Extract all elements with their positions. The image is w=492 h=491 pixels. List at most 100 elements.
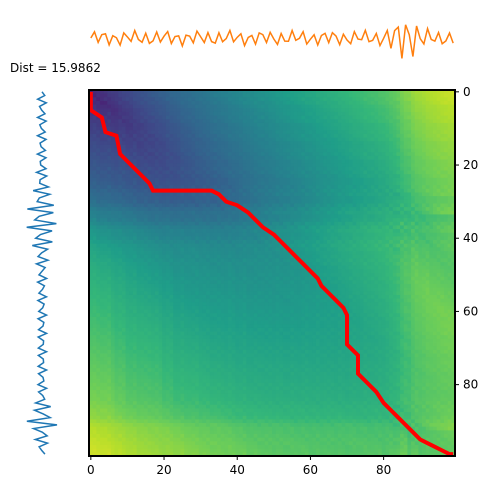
heatmap-cell xyxy=(403,207,408,212)
heatmap-cell xyxy=(220,265,225,270)
heatmap-cell xyxy=(334,163,339,168)
heatmap-cell xyxy=(228,214,233,219)
heatmap-cell xyxy=(304,236,309,241)
heatmap-cell xyxy=(319,240,324,245)
heatmap-cell xyxy=(272,130,277,135)
heatmap-cell xyxy=(110,144,116,149)
heatmap-cell xyxy=(110,119,116,124)
heatmap-cell xyxy=(89,122,94,127)
heatmap-cell xyxy=(319,122,324,127)
heatmap-cell xyxy=(169,258,174,263)
heatmap-cell xyxy=(301,265,306,270)
heatmap-cell xyxy=(381,218,386,223)
heatmap-cell xyxy=(147,159,152,164)
heatmap-cell xyxy=(202,148,207,153)
heatmap-cell xyxy=(319,108,324,113)
heatmap-cell xyxy=(275,214,280,219)
heatmap-cell xyxy=(330,104,335,109)
heatmap-cell xyxy=(374,240,379,245)
heatmap-cell xyxy=(209,108,214,113)
heatmap-cell xyxy=(110,214,116,219)
heatmap-cell xyxy=(184,199,189,204)
heatmap-cell xyxy=(381,240,386,245)
heatmap-cell xyxy=(110,258,116,263)
heatmap-cell xyxy=(89,247,94,252)
heatmap-cell xyxy=(312,229,317,234)
heatmap-cell xyxy=(359,97,364,102)
heatmap-cell xyxy=(231,236,236,241)
heatmap-cell xyxy=(125,185,130,190)
heatmap-cell xyxy=(436,122,441,127)
heatmap-cell xyxy=(195,159,200,164)
heatmap-cell xyxy=(301,185,306,190)
heatmap-cell xyxy=(191,262,196,267)
heatmap-cell xyxy=(308,254,313,259)
heatmap-cell xyxy=(209,225,214,230)
heatmap-cell xyxy=(147,236,152,241)
heatmap-cell xyxy=(297,155,302,160)
heatmap-cell xyxy=(143,232,148,237)
heatmap-cell xyxy=(389,232,394,237)
heatmap-cell xyxy=(231,100,236,106)
heatmap-cell xyxy=(217,218,222,223)
heatmap-cell xyxy=(264,90,269,95)
heatmap-cell xyxy=(297,144,302,149)
heatmap-cell xyxy=(326,111,331,117)
heatmap-cell xyxy=(206,221,211,226)
heatmap-cell xyxy=(121,126,126,131)
heatmap-cell xyxy=(213,108,218,113)
heatmap-cell xyxy=(400,177,405,182)
heatmap-cell xyxy=(444,111,449,117)
heatmap-cell xyxy=(184,181,189,186)
heatmap-cell xyxy=(319,232,324,237)
heatmap-cell xyxy=(176,115,181,120)
heatmap-cell xyxy=(246,185,251,190)
heatmap-cell xyxy=(385,210,390,215)
heatmap-cell xyxy=(418,119,423,124)
heatmap-cell xyxy=(348,192,353,197)
heatmap-cell xyxy=(253,265,258,270)
heatmap-cell xyxy=(253,247,258,252)
heatmap-cell xyxy=(286,137,291,142)
heatmap-cell xyxy=(180,93,185,98)
heatmap-cell xyxy=(392,155,397,160)
heatmap-cell xyxy=(330,141,335,146)
heatmap-cell xyxy=(118,90,123,95)
heatmap-cell xyxy=(191,232,196,237)
heatmap-cell xyxy=(176,229,181,234)
heatmap-cell xyxy=(352,122,357,127)
heatmap-cell xyxy=(257,130,262,135)
heatmap-cell xyxy=(103,214,108,219)
heatmap-cell xyxy=(107,159,112,164)
heatmap-cell xyxy=(250,254,255,259)
heatmap-cell xyxy=(125,262,130,267)
heatmap-cell xyxy=(400,203,405,208)
heatmap-cell xyxy=(176,232,181,237)
heatmap-cell xyxy=(147,90,152,95)
heatmap-cell xyxy=(293,90,299,95)
heatmap-cell xyxy=(253,196,258,201)
heatmap-cell xyxy=(180,185,185,190)
heatmap-cell xyxy=(242,225,247,230)
heatmap-cell xyxy=(250,207,255,212)
heatmap-cell xyxy=(151,221,156,226)
heatmap-cell xyxy=(407,232,412,237)
heatmap-cell xyxy=(389,159,394,164)
heatmap-cell xyxy=(275,258,280,263)
heatmap-cell xyxy=(425,258,430,263)
heatmap-cell xyxy=(290,174,295,179)
heatmap-cell xyxy=(272,97,277,102)
heatmap-cell xyxy=(96,90,101,95)
heatmap-cell xyxy=(403,141,408,146)
heatmap-cell xyxy=(385,119,390,124)
heatmap-cell xyxy=(92,265,97,270)
heatmap-cell xyxy=(151,130,156,135)
heatmap-cell xyxy=(114,251,119,256)
heatmap-cell xyxy=(198,144,203,149)
heatmap-cell xyxy=(154,170,159,175)
heatmap-cell xyxy=(103,185,108,190)
heatmap-cell xyxy=(370,166,375,171)
heatmap-cell xyxy=(96,163,101,168)
heatmap-cell xyxy=(286,163,291,168)
heatmap-cell xyxy=(165,90,170,95)
